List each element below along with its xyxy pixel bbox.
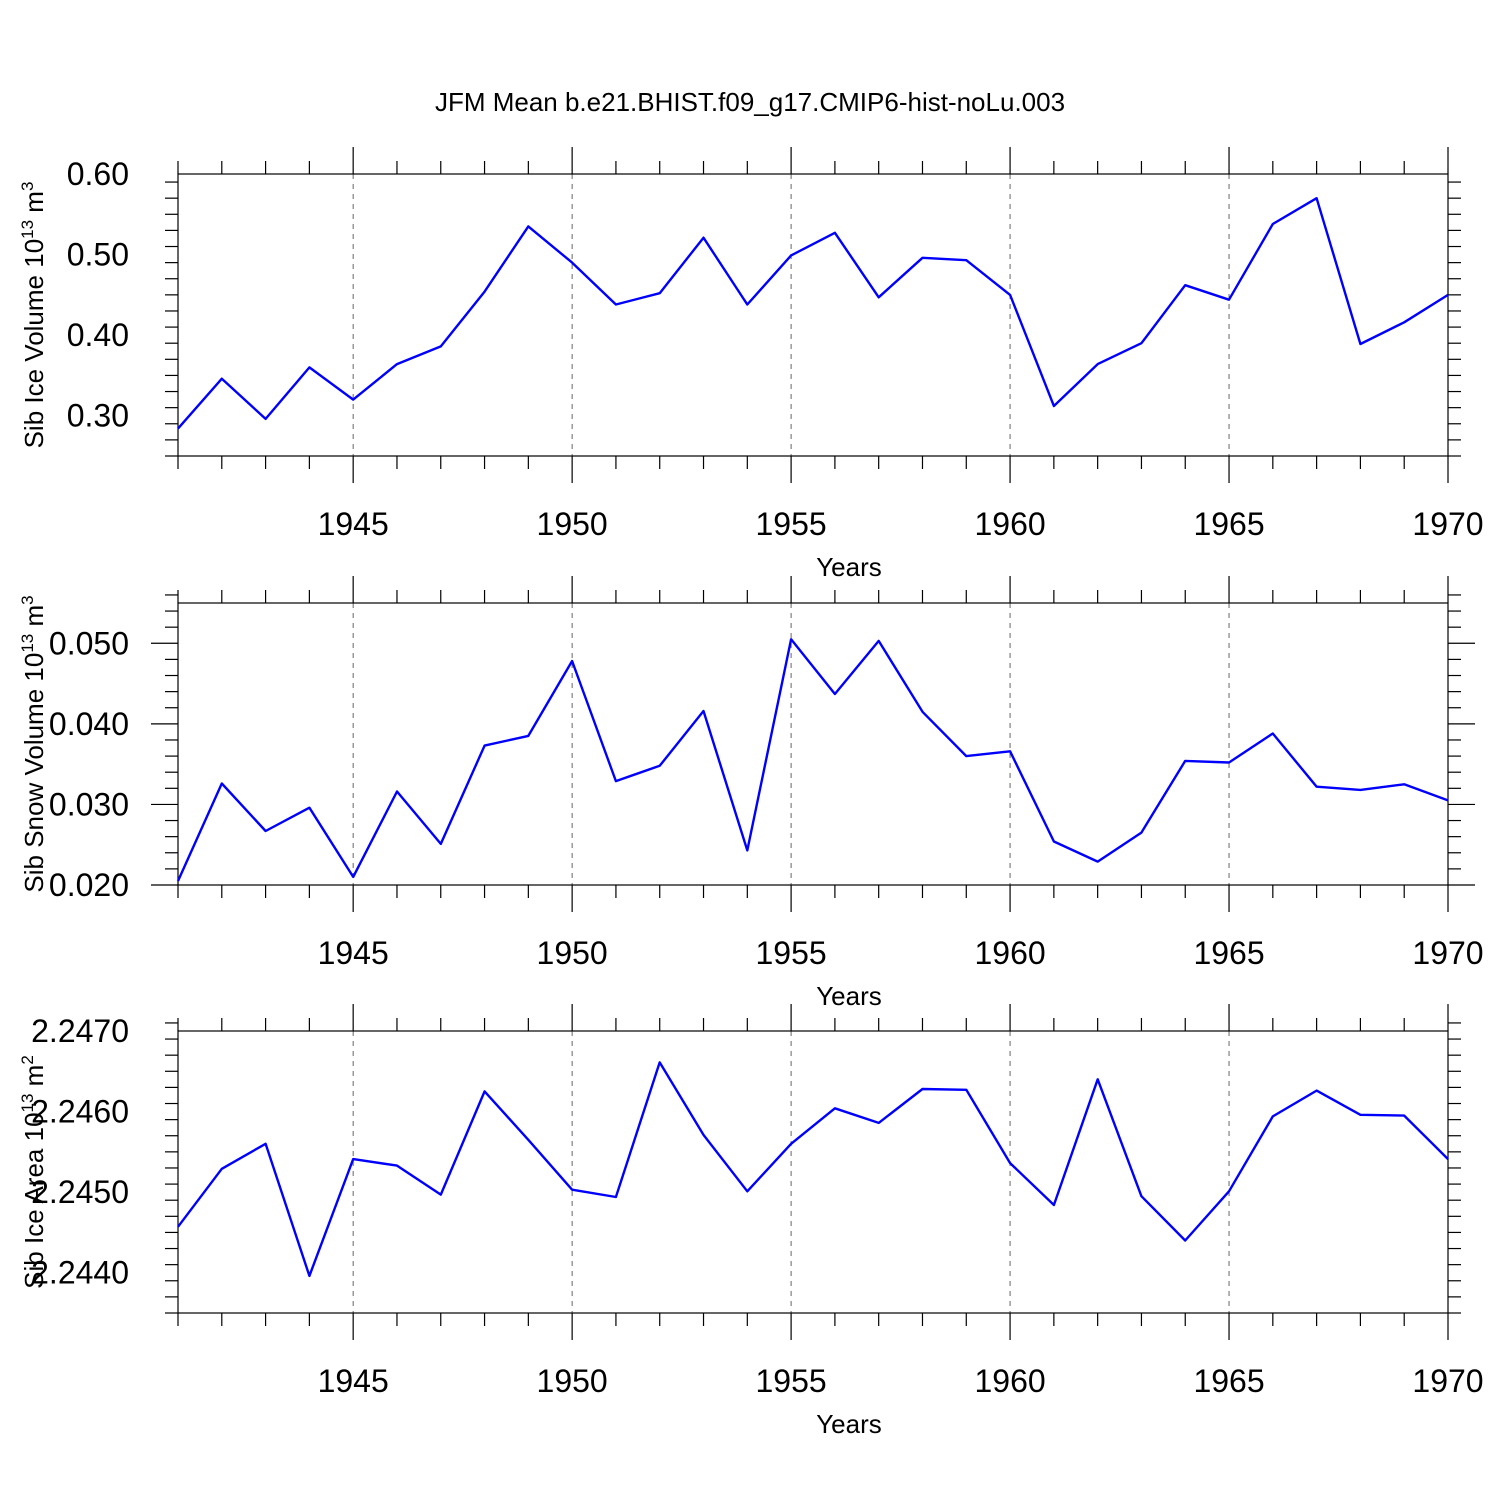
y-tick-label: 0.50 <box>67 237 129 273</box>
plot-frame <box>177 1030 1449 1314</box>
y-tick-label: 0.030 <box>49 786 129 822</box>
y-axis-title-part: Sib Ice Volume 10 <box>19 239 49 449</box>
x-axis-title: Years <box>816 1409 882 1439</box>
y-axis-title-part: m <box>19 605 49 634</box>
x-tick-label: 1970 <box>1412 1363 1483 1399</box>
x-tick-label: 1945 <box>318 506 389 542</box>
y-axis-title-part: m <box>19 191 49 220</box>
x-tick-label: 1945 <box>318 935 389 971</box>
plot-frame <box>177 602 1449 886</box>
y-tick-label: 0.050 <box>49 625 129 661</box>
x-tick-label: 1950 <box>537 506 608 542</box>
x-tick-label: 1965 <box>1193 506 1264 542</box>
y-tick-label: 0.020 <box>49 867 129 903</box>
x-tick-label: 1965 <box>1193 935 1264 971</box>
y-axis-title: Sib Ice Area 1013 m2 <box>18 1055 49 1289</box>
x-tick-label: 1960 <box>974 935 1045 971</box>
y-axis-title: Sib Ice Volume 1013 m3 <box>18 182 49 449</box>
series-line <box>177 196 1449 430</box>
x-tick-label: 1960 <box>974 1363 1045 1399</box>
y-tick-label: 0.40 <box>67 317 129 353</box>
x-tick-label: 1950 <box>537 1363 608 1399</box>
chart-panel-3: 2.2440 2.2450 2.2460 2.2470 1945 1950 1955 1960… <box>18 1004 1484 1439</box>
x-tick-label: 1955 <box>756 506 827 542</box>
x-axis-title: Years <box>816 552 882 582</box>
y-tick-label: 2.2460 <box>31 1094 129 1130</box>
x-tick-label: 1970 <box>1412 935 1483 971</box>
y-axis-title: Sib Snow Volume 1013 m3 <box>18 595 49 892</box>
y-tick-label: 2.2440 <box>31 1255 129 1291</box>
chart-title: JFM Mean b.e21.BHIST.f09_g17.CMIP6-hist-… <box>435 87 1065 117</box>
x-tick-label: 1950 <box>537 935 608 971</box>
chart-panel-1: 0.30 0.40 0.50 0.60 1945 1950 1955 1960 1965 1970… <box>18 147 1484 582</box>
x-tick-label: 1965 <box>1193 1363 1264 1399</box>
y-axis-title-superscript: 2 <box>18 1055 37 1064</box>
y-axis-title-superscript: 13 <box>18 1094 37 1113</box>
y-tick-label: 0.040 <box>49 706 129 742</box>
chart-panel-2: 0.020 0.030 0.040 0.050 1945 1950 1955 1960 1965… <box>18 576 1484 1011</box>
y-tick-label: 0.60 <box>67 156 129 192</box>
x-tick-label: 1960 <box>974 506 1045 542</box>
x-tick-label: 1970 <box>1412 506 1483 542</box>
series-line <box>177 1061 1449 1278</box>
y-axis-title-superscript: 3 <box>18 182 37 191</box>
y-axis-title-superscript: 13 <box>18 220 37 239</box>
y-tick-label: 2.2450 <box>31 1174 129 1210</box>
y-axis-title-part: Sib Snow Volume 10 <box>19 653 49 893</box>
x-tick-label: 1945 <box>318 1363 389 1399</box>
x-tick-label: 1955 <box>756 935 827 971</box>
y-axis-title-superscript: 13 <box>18 634 37 653</box>
x-tick-label: 1955 <box>756 1363 827 1399</box>
y-axis-title-part: m <box>19 1065 49 1094</box>
y-axis-title-part: Sib Ice Area 10 <box>19 1112 49 1288</box>
plot-frame <box>177 173 1449 457</box>
series-line <box>176 638 1449 882</box>
y-axis-title-superscript: 3 <box>18 595 37 604</box>
x-axis-title: Years <box>816 981 882 1011</box>
y-tick-label: 0.30 <box>67 398 129 434</box>
y-tick-label: 2.2470 <box>31 1013 129 1049</box>
